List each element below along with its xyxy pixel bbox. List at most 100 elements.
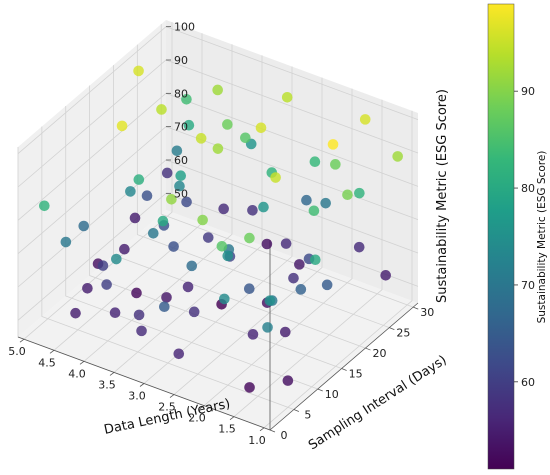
data-points xyxy=(39,65,403,393)
scatter-point xyxy=(342,189,353,201)
z-tick-label: 90 xyxy=(174,54,188,67)
scatter-point xyxy=(281,91,293,103)
grid-line-x xyxy=(203,88,353,406)
scatter-point xyxy=(327,139,339,150)
grid-line-y xyxy=(136,44,390,328)
scatter-point xyxy=(173,348,185,360)
z-axis-label: Sustainability Metric (ESG Score) xyxy=(435,89,450,303)
scatter-point xyxy=(247,329,259,340)
x-tick-mark xyxy=(139,383,145,387)
grid-line-x xyxy=(83,44,233,362)
scatter-point xyxy=(174,180,185,192)
scatter-point xyxy=(157,215,169,227)
scatter-point xyxy=(70,307,81,319)
x-tick-label: 1.5 xyxy=(218,423,236,436)
scatter-point xyxy=(264,295,276,306)
scatter-point xyxy=(240,132,251,144)
scatter-point xyxy=(131,287,142,299)
y-tick-mark xyxy=(389,327,395,330)
y-tick-label: 10 xyxy=(325,388,339,401)
scatter-point xyxy=(125,186,136,197)
scatter-point xyxy=(262,322,273,333)
y-tick-label: 20 xyxy=(372,347,386,360)
scatter-point xyxy=(161,167,173,179)
scatter-point xyxy=(244,382,255,393)
scatter-point xyxy=(244,232,255,244)
grid-line-y xyxy=(89,85,342,369)
scatter-point xyxy=(212,143,224,154)
x-tick-label: 4.5 xyxy=(38,356,56,369)
scatter-point xyxy=(111,253,122,265)
scatter-point xyxy=(219,293,230,305)
scatter-point xyxy=(330,159,341,170)
scatter-point xyxy=(202,232,214,243)
scatter-point xyxy=(380,270,391,281)
tick-labels: 1.0 1.5 2.0 2.5 3.0 3.5 4.0 4.5 5.0 0 5 10 15 20 25 30 5… xyxy=(8,21,434,447)
scatter-point xyxy=(197,214,208,226)
z-tick-label: 50 xyxy=(174,187,188,200)
scatter-point xyxy=(353,241,365,253)
y-tick-mark xyxy=(413,306,419,310)
grid-line-x xyxy=(23,22,173,340)
scatter-point xyxy=(161,292,172,303)
colorbar-label: Sustainability Metric (ESG Score) xyxy=(536,151,548,324)
grid-line-x xyxy=(173,77,323,395)
y-tick-label: 30 xyxy=(420,306,434,319)
scatter-point xyxy=(156,104,167,115)
colorbar-ticks: 60 70 80 90 xyxy=(514,85,535,389)
scatter-point xyxy=(175,170,187,182)
y-tick-mark xyxy=(317,388,323,392)
scatter-point xyxy=(282,375,294,386)
grid-line-x xyxy=(143,66,293,384)
scatter-point xyxy=(243,283,255,295)
scatter-point xyxy=(141,190,153,202)
x-tick-mark xyxy=(49,349,55,354)
z-tick-label: 60 xyxy=(174,154,188,167)
scatter-point xyxy=(222,119,233,130)
scatter-point xyxy=(60,236,72,248)
x-tick-mark xyxy=(169,394,175,398)
grid-line-y xyxy=(65,106,318,390)
side-pane xyxy=(18,20,166,337)
grid-line-y xyxy=(41,126,295,410)
scatter-point xyxy=(171,145,183,157)
colorbar: 60 70 80 90 Sustainability Metric (ESG Scor… xyxy=(487,3,548,470)
scatter-point xyxy=(359,114,371,125)
colorbar-gradient xyxy=(487,3,515,470)
x-tick-label: 4.0 xyxy=(68,367,86,380)
scatter-point xyxy=(280,238,292,249)
scatter-point xyxy=(39,200,50,212)
colorbar-tick-label: 70 xyxy=(521,279,535,292)
y-tick-mark xyxy=(269,429,276,433)
scatter-point xyxy=(270,172,281,183)
z-tick-label: 100 xyxy=(174,21,195,34)
scatter-point xyxy=(116,120,128,132)
scatter-point xyxy=(218,203,229,215)
scatter-point xyxy=(255,122,267,134)
z-tick-label: 80 xyxy=(174,87,188,100)
colorbar-tick-label: 90 xyxy=(521,85,535,98)
x-tick-label: 2.5 xyxy=(158,401,176,414)
scatter-point xyxy=(188,306,200,318)
x-tick-mark xyxy=(259,427,265,432)
scatter-point xyxy=(354,187,365,199)
scatter-point xyxy=(181,196,192,208)
scatter-point xyxy=(101,279,112,290)
y-tick-mark xyxy=(293,409,300,412)
x-tick-mark xyxy=(79,361,85,365)
y-tick-label: 25 xyxy=(396,327,410,340)
colorbar-tick-label: 60 xyxy=(521,376,535,389)
x-tick-mark xyxy=(229,416,235,421)
scatter-point xyxy=(247,204,258,216)
y-axis-line xyxy=(269,302,419,431)
y-tick-label: 15 xyxy=(349,368,363,381)
scatter-point xyxy=(182,281,194,293)
scatter-point xyxy=(159,301,170,313)
scatter-point xyxy=(212,84,223,96)
scatter-point xyxy=(166,193,177,205)
scatter-point xyxy=(168,241,179,252)
scatter-point xyxy=(181,93,192,105)
x-tick-mark xyxy=(199,405,205,409)
y-tick-label: 5 xyxy=(304,409,311,422)
scatter-point xyxy=(136,325,147,337)
